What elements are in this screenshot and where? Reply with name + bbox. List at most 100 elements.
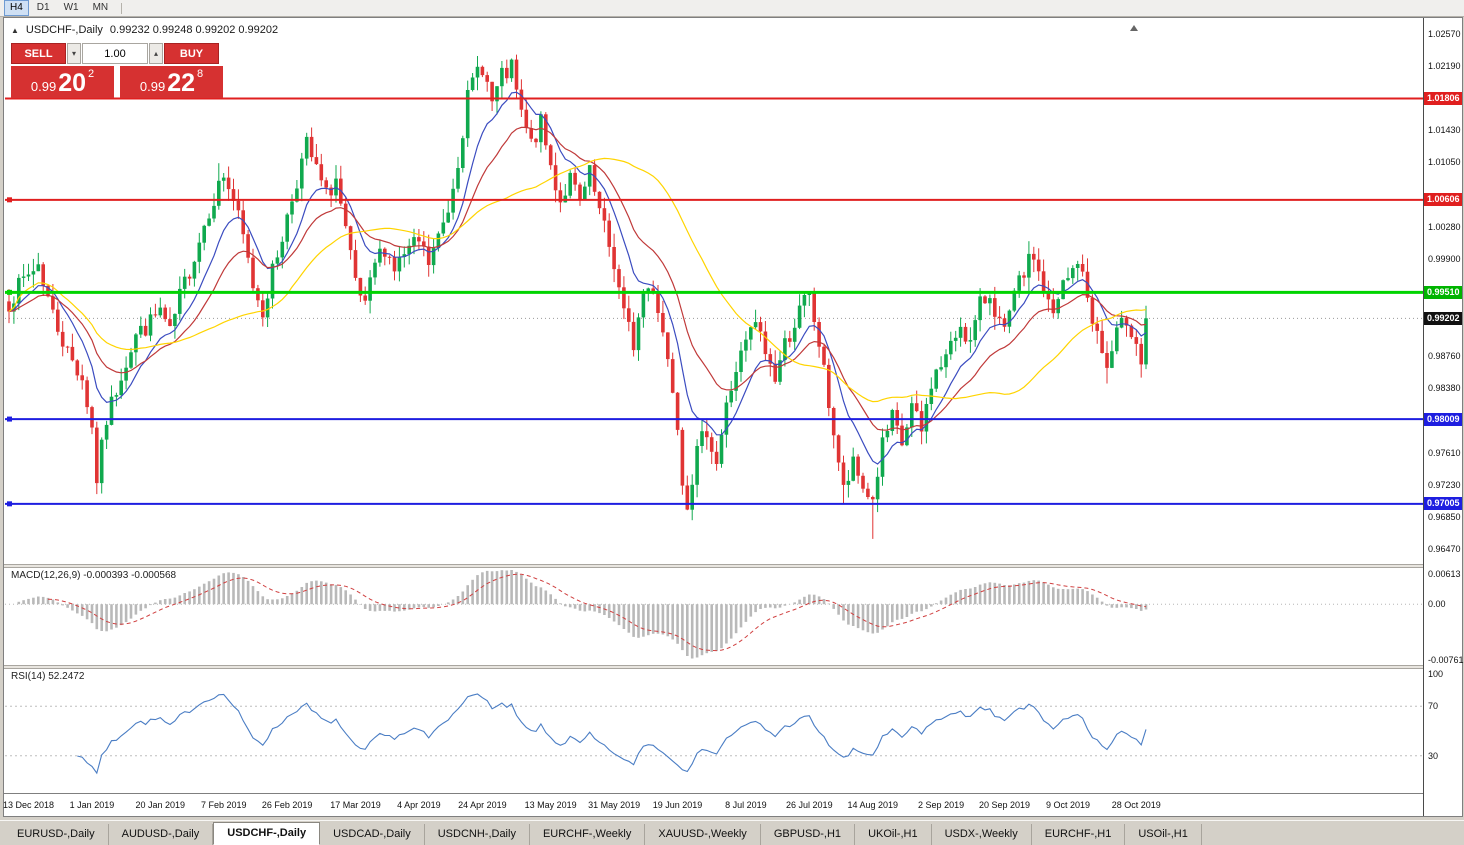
tab-eurusd-daily[interactable]: EURUSD-,Daily [4,824,109,845]
price-tick-label: 1.02570 [1428,29,1461,39]
price-tick-label: 0.99900 [1428,254,1461,265]
price-tick-label: 0.97230 [1428,479,1461,490]
date-tick-label: 7 Feb 2019 [200,800,247,810]
tab-eurchf-h1[interactable]: EURCHF-,H1 [1032,824,1126,845]
tab-gbpusd-h1[interactable]: GBPUSD-,H1 [761,824,856,845]
macd-axis-label: 0.00613 [1428,569,1461,579]
price-level-badge-1.00606: 1.00606 [1424,193,1462,207]
sell-price-small: 0.99 [30,79,57,94]
rsi-indicator-label: RSI(14) 52.2472 [11,671,85,682]
price-tick-label: 1.00280 [1428,222,1461,233]
ma-line-10 [8,91,1147,465]
price-tick-label: 0.98760 [1428,350,1461,361]
price-level-badge-1.01806: 1.01806 [1424,92,1462,105]
macd-signal-line [47,573,1147,652]
tab-usdchf-daily[interactable]: USDCHF-,Daily [213,822,321,845]
rsi-plot-svg[interactable] [5,669,1423,793]
buy-price-big: 22 [167,69,195,97]
level-handle[interactable] [7,501,12,507]
date-tick-label: 31 May 2019 [588,800,641,810]
date-tick-label: 17 Mar 2019 [330,800,381,810]
date-tick-label: 26 Feb 2019 [261,800,313,810]
price-level-badge-0.99510: 0.99510 [1424,285,1462,299]
trade-panel-prices: 0.99 20 2 0.99 22 8 [11,66,223,98]
rsi-axis-label: 70 [1428,701,1439,712]
price-tick-label: 0.96470 [1428,544,1461,554]
buy-price-small: 0.99 [139,79,166,94]
rsi-line [77,693,1147,775]
chart-symbol-line: ▲ USDCHF-,Daily 0.99232 0.99248 0.99202 … [11,24,278,36]
current-price-badge: 0.99202 [1424,311,1462,325]
date-tick-label: 26 Jul 2019 [786,800,833,810]
volume-increase-button[interactable]: ▴ [149,43,163,64]
date-tick-label: 28 Oct 2019 [1111,800,1161,810]
price-level-badge-0.97005: 0.97005 [1424,497,1462,511]
price-axis[interactable]: 1.02570 1.02190 1.01430 1.01050 1.00280 0.999… [1423,18,1464,816]
ma-line-40 [8,157,1147,403]
tab-usdcnh-daily[interactable]: USDCNH-,Daily [425,824,530,845]
timeframe-button-h4[interactable]: H4 [4,0,29,16]
sell-price-big: 20 [58,69,86,97]
date-tick-label: 14 Aug 2019 [847,800,899,810]
time-axis[interactable]: 13 Dec 2018 1 Jan 2019 20 Jan 2019 7 Feb 20… [3,793,1423,816]
top-toolbar: H4 D1 W1 MN [0,0,1464,17]
date-tick-label: 9 Oct 2019 [1045,800,1090,810]
timeframe-button-mn[interactable]: MN [92,2,109,13]
main-plot-svg[interactable] [5,22,1423,564]
price-tick-label: 0.98380 [1428,382,1461,393]
tab-xauusd-weekly[interactable]: XAUUSD-,Weekly [645,824,761,845]
sell-price-box[interactable]: 0.99 20 2 [11,66,114,98]
trade-panel-row: SELL ▾ ▴ BUY [11,43,223,64]
price-tick-label: 1.01050 [1428,157,1461,168]
date-tick-label: 13 May 2019 [524,800,577,810]
price-tick-label: 0.96850 [1428,511,1461,522]
chart-window: ▲ USDCHF-,Daily 0.99232 0.99248 0.99202 … [3,17,1464,817]
timeframe-button-d1[interactable]: D1 [36,2,50,13]
price-tick-label: 1.01430 [1428,125,1461,136]
macd-axis-label: 0.00 [1428,599,1446,610]
volume-decrease-button[interactable]: ▾ [67,43,81,64]
volume-input[interactable] [82,43,148,64]
buy-price-box[interactable]: 0.99 22 8 [120,66,223,98]
tab-usoil-h1[interactable]: USOil-,H1 [1125,824,1202,845]
panel-splitter[interactable] [4,665,1462,669]
macd-histogram [17,570,1148,659]
buy-button[interactable]: BUY [164,43,219,64]
macd-plot-svg[interactable] [5,568,1423,665]
one-click-collapse-arrow-icon[interactable]: ▲ [11,25,19,35]
timeframe-buttons: H4 D1 W1 MN [4,0,114,16]
tab-ukoil-h1[interactable]: UKOil-,H1 [855,824,932,845]
buy-price-sup: 8 [197,68,204,80]
toolbar-separator [121,2,123,14]
level-handle[interactable] [7,289,12,295]
level-handle[interactable] [7,416,12,422]
date-tick-label: 8 Jul 2019 [725,800,767,810]
one-click-trading-panel: SELL ▾ ▴ BUY 0.99 20 2 0.99 22 8 [11,43,223,98]
date-tick-label: 1 Jan 2019 [69,800,115,810]
date-tick-label: 20 Sep 2019 [978,800,1031,810]
tab-eurchf-weekly[interactable]: EURCHF-,Weekly [530,824,646,845]
level-handle[interactable] [7,197,12,203]
date-tick-label: 19 Jun 2019 [652,800,703,810]
chart-tabs-bar: EURUSD-,Daily AUDUSD-,Daily USDCHF-,Daily U… [0,820,1464,845]
chart-symbol-label: USDCHF-,Daily [25,24,103,36]
rsi-axis-label: 30 [1428,750,1439,761]
panel-splitter[interactable] [4,564,1462,568]
chart-shift-marker-icon[interactable] [1130,25,1138,31]
timeframe-button-w1[interactable]: W1 [63,2,79,13]
date-tick-label: 4 Apr 2019 [397,800,441,810]
price-tick-label: 0.97610 [1428,447,1461,458]
date-tick-label: 20 Jan 2019 [135,800,186,810]
tab-audusd-daily[interactable]: AUDUSD-,Daily [109,824,214,845]
date-tick-label: 24 Apr 2019 [458,800,507,810]
date-tick-label: 13 Dec 2018 [3,800,55,810]
candles-group [7,54,1148,539]
ma-line-21 [8,126,1147,431]
macd-axis-label: -0.00761 [1428,655,1464,665]
tab-usdx-weekly[interactable]: USDX-,Weekly [932,824,1032,845]
price-tick-label: 1.02190 [1428,61,1461,72]
sell-button[interactable]: SELL [11,43,66,64]
macd-indicator-label: MACD(12,26,9) -0.000393 -0.000568 [11,570,177,581]
rsi-axis-label: 100 [1428,669,1444,679]
tab-usdcad-daily[interactable]: USDCAD-,Daily [320,824,425,845]
